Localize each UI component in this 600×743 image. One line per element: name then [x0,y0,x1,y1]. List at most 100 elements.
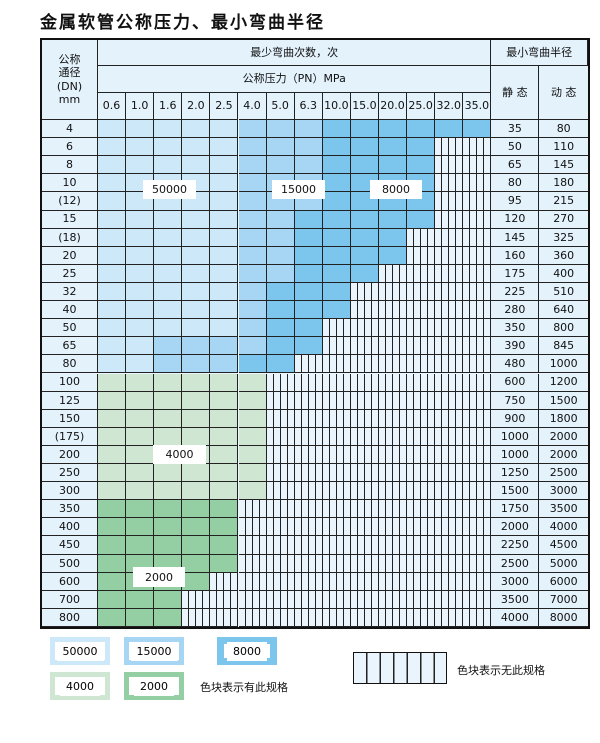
spec-cell [210,427,239,446]
static-radius-cell: 900 [491,409,540,428]
spec-cell [238,210,267,229]
static-radius-cell: 175 [491,264,540,283]
spec-cell [98,120,127,139]
spec-cell [98,156,127,175]
unavailable-cell [322,319,351,338]
spec-cell [98,572,127,591]
spec-cell [126,464,155,483]
dynamic-radius-cell: 4500 [539,536,588,555]
unavailable-cell [435,319,464,338]
legend-label: 8000 [227,641,267,661]
unavailable-cell [463,590,492,609]
spec-cell [407,156,436,175]
unavailable-cell [463,373,492,392]
spec-cell [210,464,239,483]
spec-cell [154,301,183,320]
dn-cell: 125 [42,391,98,410]
unavailable-cell [379,391,408,410]
unavailable-cell [435,282,464,302]
unavailable-cell [463,427,492,446]
unavailable-cell [350,282,379,302]
spec-cell [322,138,351,157]
page-title: 金属软管公称压力、最小弯曲半径 [40,13,325,33]
dynamic-radius-cell: 7000 [539,590,588,609]
spec-cell [379,228,408,247]
legend-label: 15000 [130,641,178,661]
unavailable-cell [322,409,351,428]
pressure-col-header: 15.0 [350,93,379,120]
unavailable-cell [435,518,464,537]
unavailable-cell [407,554,436,573]
unavailable-cell [322,590,351,609]
unavailable-cell [238,518,267,537]
spec-cell [126,355,155,374]
dynamic-radius-cell: 360 [539,246,588,265]
unavailable-cell [379,536,408,555]
dynamic-radius-cell: 110 [539,138,588,157]
spec-cell [322,210,351,229]
unavailable-cell [238,500,267,519]
spec-cell [126,518,155,537]
spec-cell [238,482,267,501]
spec-cell [154,264,183,283]
unavailable-cell [435,192,464,211]
spec-cell [210,120,239,139]
unavailable-cell [294,427,323,446]
spec-cell [126,500,155,519]
unavailable-cell [294,554,323,573]
spec-cell [210,337,239,356]
dn-cell: 250 [42,464,98,483]
spec-cell [98,536,127,555]
unavailable-cell [294,409,323,428]
unavailable-cell [463,138,492,157]
spec-cell [210,228,239,247]
unavailable-cell [322,536,351,555]
spec-cell [126,319,155,338]
spec-cell [126,608,155,627]
unavailable-cell [407,518,436,537]
pressure-col-header: 0.6 [98,93,127,120]
unavailable-cell [435,500,464,519]
unavailable-cell [407,282,436,302]
dn-cell: 500 [42,554,98,573]
spec-cell [238,192,267,211]
dynamic-radius-cell: 2500 [539,464,588,483]
pressure-col-header: 1.0 [126,93,155,120]
unavailable-cell [350,482,379,501]
spec-cell [126,445,155,465]
dynamic-radius-cell: 3000 [539,482,588,501]
unavailable-cell [407,373,436,392]
legend-has-spec-text: 色块表示有此规格 [200,681,288,694]
unavailable-cell [463,536,492,555]
unavailable-cell [379,427,408,446]
unavailable-cell [322,554,351,573]
spec-cell [322,120,351,139]
spec-cell [210,373,239,392]
unavailable-cell [435,409,464,428]
unavailable-cell [379,337,408,356]
spec-cell [210,138,239,157]
unavailable-cell [350,590,379,609]
spec-cell [126,246,155,265]
spec-cell [238,264,267,283]
spec-cell [238,120,267,139]
spec-cell [210,554,239,573]
static-radius-cell: 1750 [491,500,540,519]
unavailable-cell [435,355,464,374]
pressure-col-header: 32.0 [435,93,464,120]
spec-cell [238,228,267,247]
dn-cell: 800 [42,608,98,627]
static-radius-cell: 2500 [491,554,540,573]
region-label-50000: 50000 [143,180,196,199]
spec-cell [154,608,183,627]
spec-cell [238,301,267,320]
dynamic-radius-cell: 5000 [539,554,588,573]
spec-cell [98,264,127,283]
spec-cell [210,409,239,428]
spec-cell [294,138,323,157]
unavailable-cell [407,264,436,283]
unavailable-cell [350,536,379,555]
spec-cell [294,337,323,356]
spec-cell [322,301,351,320]
spec-cell [98,445,127,465]
